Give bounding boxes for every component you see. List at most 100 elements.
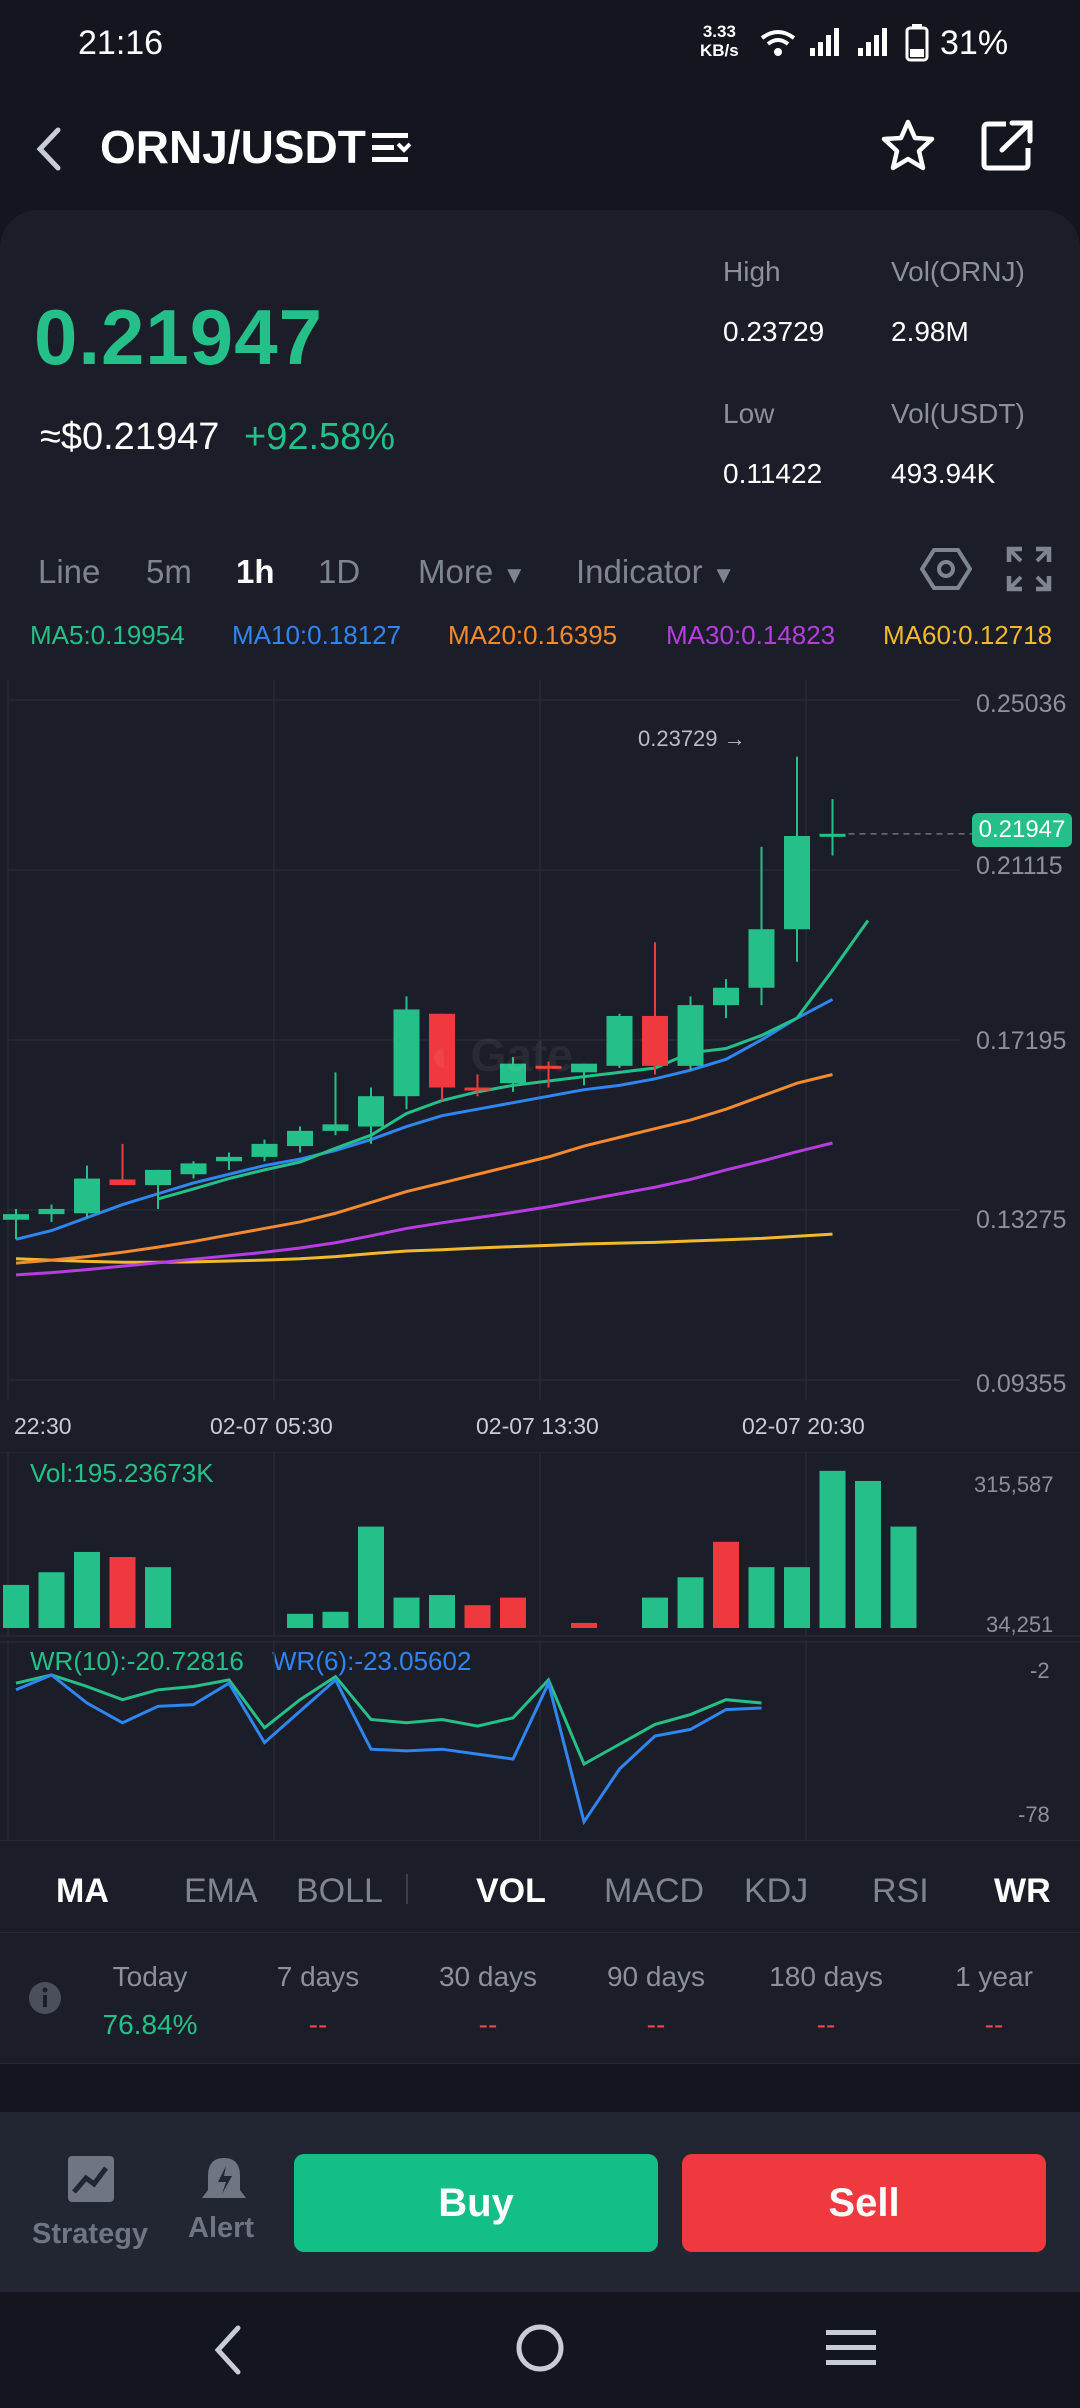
ma60-legend: MA60:0.12718 [883,620,1053,650]
tab-line[interactable]: Line [38,553,101,590]
tab-indicator[interactable]: Indicator ▼ [576,553,736,591]
volume-bar [784,1567,810,1628]
percent-change: +92.58% [244,416,396,458]
nav-home-icon[interactable] [514,2322,566,2374]
candle-body [535,1065,562,1069]
vol-quote-value: 493.94K [891,458,996,489]
volume-bar [109,1557,136,1628]
return-value-today: 76.84% [102,2009,198,2040]
tab-kdj[interactable]: KDJ [744,1872,809,1910]
return-label-7d: 7 days [276,1961,360,1992]
sell-button[interactable]: Sell [682,2154,1046,2252]
ma10-line [15,998,834,1241]
tab-5m[interactable]: 5m [146,553,192,590]
network-speed-value: 3.33 [702,22,736,41]
back-icon[interactable] [30,124,66,174]
wr-axis-bottom: -78 [1018,1802,1050,1827]
usd-price: ≈$0.21947 [40,416,220,458]
high-marker: 0.23729 → [638,726,746,751]
alert-label: Alert [188,2212,255,2244]
pair-title[interactable]: ORNJ/USDT [100,121,366,173]
tab-vol[interactable]: VOL [476,1872,546,1910]
nav-back-icon[interactable] [208,2322,248,2378]
buy-button[interactable]: Buy [294,2154,658,2252]
volume-bar [358,1526,384,1628]
candles [3,756,846,1240]
tab-ema[interactable]: EMA [184,1872,258,1910]
low-value: 0.11422 [723,458,823,489]
time-axis-label: 02-07 20:30 [742,1413,865,1439]
wr10-label: WR(10):-20.72816 [30,1646,244,1676]
network-speed-unit: KB/s [700,41,739,60]
return-value-7d: -- [308,2009,328,2040]
tab-boll[interactable]: BOLL [296,1872,383,1910]
volume-axis-bottom: 34,251 [986,1612,1054,1637]
current-price-tag: 0.21947 [972,813,1072,847]
strategy-button[interactable]: Strategy [24,2154,160,2264]
time-axis-label: 02-07 13:30 [476,1413,599,1439]
battery-icon [905,24,929,62]
volume-bar [393,1597,420,1628]
tab-more-label: More [418,553,494,590]
star-icon[interactable] [880,118,936,174]
tab-macd[interactable]: MACD [604,1872,705,1910]
signal-icon-2 [858,28,887,56]
caret-down-icon: ▼ [711,562,736,589]
high-label: High [723,256,781,287]
candle-body [3,1214,29,1220]
candlestick-chart[interactable] [0,680,1080,1460]
candle-body [500,1063,526,1084]
fullscreen-icon[interactable] [1006,546,1052,592]
volume-bar [38,1572,65,1628]
network-speed: 3.33 KB/s [700,22,739,60]
candle-body [677,1005,704,1066]
candle-body [358,1096,384,1127]
tab-1d[interactable]: 1D [318,553,361,590]
alert-icon [202,2158,246,2198]
candle-body [109,1179,136,1186]
alert-button[interactable]: Alert [180,2154,280,2264]
return-label-1y: 1 year [955,1961,1033,1992]
tab-more[interactable]: More ▼ [418,553,526,591]
tab-rsi[interactable]: RSI [872,1872,929,1910]
candle-body [216,1156,242,1162]
volume-bar [748,1567,775,1628]
tab-ma[interactable]: MA [56,1872,109,1910]
tab-1h[interactable]: 1h [236,553,275,590]
system-nav-bar [0,2292,1080,2408]
candle-body [464,1087,491,1091]
return-label-30d: 30 days [438,1961,538,1992]
volume-bar [642,1597,668,1628]
return-label-today: Today [112,1961,188,1992]
volume-chart[interactable] [0,1452,1080,1638]
nav-recents-icon[interactable] [826,2326,876,2370]
ma5-legend: MA5:0.19954 [30,620,185,650]
candle-body [819,833,846,837]
price-summary: 0.21947 ≈$0.21947 +92.58% High 0.23729 V… [0,210,1080,530]
candle-body [429,1013,455,1088]
battery-percent: 31% [940,24,1009,62]
high-value: 0.23729 [723,316,825,347]
candle-body [784,835,810,930]
tab-wr[interactable]: WR [994,1872,1051,1910]
volume-bar [819,1470,846,1628]
low-label: Low [723,398,775,429]
volume-bar [500,1597,526,1628]
candle-body [180,1163,207,1175]
volume-bar [464,1605,491,1628]
tab-indicator-label: Indicator [576,553,703,590]
wr-chart[interactable] [0,1640,1080,1840]
chart-grid [7,680,960,1400]
return-value-30d: -- [478,2009,498,2040]
volume-bar [322,1611,349,1628]
share-icon[interactable] [980,118,1036,174]
candle-body [606,1015,633,1066]
ma30-legend: MA30:0.14823 [666,620,836,650]
menu-icon[interactable] [372,130,412,166]
candle-body [287,1130,313,1147]
vol-base-label: Vol(ORNJ) [891,256,1025,287]
time-axis-label: 22:30 [14,1413,72,1439]
info-icon[interactable] [28,1981,62,2015]
volume-bar [677,1577,704,1628]
chart-settings-icon[interactable] [920,546,972,592]
